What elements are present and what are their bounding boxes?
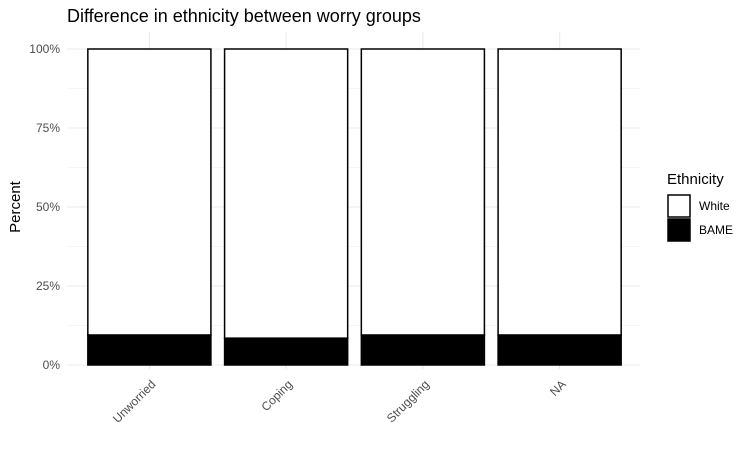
bar-white-na <box>497 48 622 336</box>
legend-key-white <box>667 194 691 218</box>
x-tick-label: NA <box>547 377 569 399</box>
bar-white-coping <box>223 48 349 339</box>
legend: Ethnicity White BAME <box>667 171 733 242</box>
chart-title: Difference in ethnicity between worry gr… <box>67 6 421 26</box>
x-tick-label: Struggling <box>384 377 432 425</box>
x-tick-label: Coping <box>258 377 295 414</box>
legend-title: Ethnicity <box>667 171 724 188</box>
bars <box>87 48 622 366</box>
y-tick-label: 100% <box>29 42 60 56</box>
y-tick-label: 75% <box>36 121 60 135</box>
legend-key-bame <box>667 218 691 242</box>
bar-bame-na <box>497 334 622 366</box>
y-tick-label: 25% <box>36 279 60 293</box>
x-axis-ticks: Unworried Coping Struggling NA <box>110 377 569 426</box>
x-tick-label: Unworried <box>110 377 159 426</box>
y-axis-ticks: 0% 25% 50% 75% 100% <box>29 42 60 372</box>
bar-bame-struggling <box>360 334 486 366</box>
bar-bame-coping <box>223 337 349 366</box>
bar-white-struggling <box>360 48 486 336</box>
legend-label-white: White <box>699 199 730 213</box>
y-tick-label: 50% <box>36 200 60 214</box>
bar-white-unworried <box>87 48 212 336</box>
y-tick-label: 0% <box>43 358 61 372</box>
legend-label-bame: BAME <box>699 223 733 237</box>
y-axis-title: Percent <box>7 180 24 233</box>
bar-bame-unworried <box>87 334 212 366</box>
